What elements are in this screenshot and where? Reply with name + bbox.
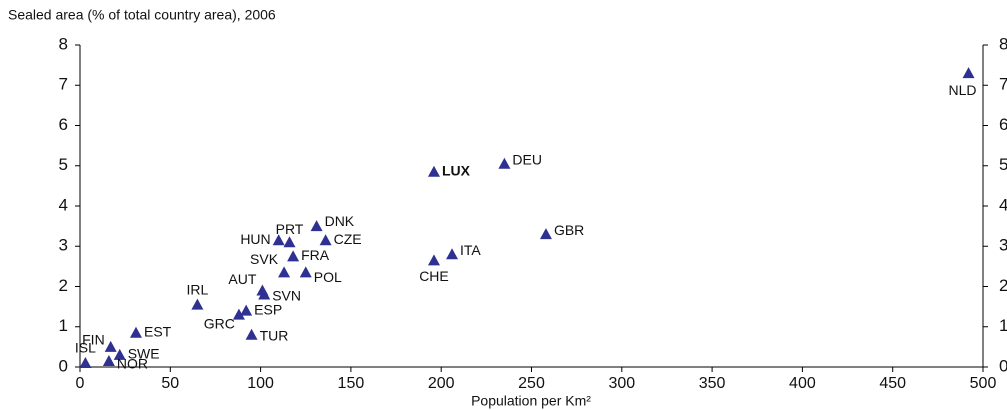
y-tick-label: 6 — [59, 115, 68, 134]
marker — [102, 354, 115, 366]
x-axis-label: Population per Km² — [471, 393, 591, 409]
marker — [283, 236, 296, 248]
x-tick-label: 400 — [789, 375, 816, 392]
marker — [232, 308, 245, 320]
point-label: PRT — [276, 221, 304, 237]
marker — [258, 288, 271, 300]
point-label: SVK — [250, 251, 279, 267]
point-label: LUX — [442, 162, 471, 178]
marker — [79, 356, 92, 368]
y2-tick-label: 4 — [999, 195, 1007, 214]
y2-tick-label: 8 — [999, 34, 1007, 53]
marker — [498, 157, 511, 169]
y2-tick-label: 3 — [999, 236, 1007, 255]
point-label: NLD — [949, 82, 977, 98]
x-tick-label: 450 — [879, 375, 906, 392]
marker — [272, 234, 285, 246]
x-tick-label: 500 — [970, 375, 997, 392]
point-label: IRL — [186, 281, 208, 297]
x-tick-label: 150 — [338, 375, 365, 392]
point-label: EST — [144, 323, 172, 339]
marker — [104, 340, 117, 352]
marker — [299, 266, 312, 278]
point-label: AUT — [228, 271, 256, 287]
y2-tick-label: 6 — [999, 115, 1007, 134]
y2-tick-label: 0 — [999, 356, 1007, 375]
x-tick-label: 250 — [518, 375, 545, 392]
marker — [287, 250, 300, 262]
y-tick-label: 1 — [59, 316, 68, 335]
point-label: FRA — [301, 247, 330, 263]
marker — [278, 266, 291, 278]
y-tick-label: 7 — [59, 75, 68, 94]
point-label: SVN — [272, 287, 301, 303]
marker — [129, 326, 142, 338]
y-tick-label: 3 — [59, 236, 68, 255]
point-label: CHE — [419, 268, 449, 284]
marker — [240, 304, 253, 316]
point-label: CZE — [334, 231, 362, 247]
point-label: ESP — [254, 301, 282, 317]
marker — [539, 228, 552, 240]
point-label: DEU — [512, 151, 542, 167]
marker — [446, 248, 459, 260]
marker — [427, 165, 440, 177]
point-label: TUR — [260, 328, 289, 344]
marker — [310, 220, 323, 232]
y2-tick-label: 5 — [999, 155, 1007, 174]
point-label: DNK — [325, 213, 355, 229]
marker — [113, 348, 126, 360]
marker — [245, 328, 258, 340]
y2-tick-label: 2 — [999, 276, 1007, 295]
point-label: SWE — [128, 346, 160, 362]
point-label: GRC — [204, 315, 235, 331]
x-tick-label: 200 — [428, 375, 455, 392]
y-tick-label: 2 — [59, 276, 68, 295]
x-tick-label: 350 — [699, 375, 726, 392]
chart-subtitle: Sealed area (% of total country area), 2… — [8, 7, 276, 23]
marker — [962, 67, 975, 79]
point-label: GBR — [554, 222, 584, 238]
point-label: ITA — [460, 242, 481, 258]
y-tick-label: 4 — [59, 195, 68, 214]
y2-tick-label: 1 — [999, 316, 1007, 335]
point-label: HUN — [240, 231, 270, 247]
marker — [319, 234, 332, 246]
y-tick-label: 8 — [59, 34, 68, 53]
point-label: POL — [314, 269, 342, 285]
x-tick-label: 0 — [76, 375, 85, 392]
x-tick-label: 50 — [161, 375, 179, 392]
marker — [427, 254, 440, 266]
point-label: FIN — [82, 332, 105, 348]
y-tick-label: 5 — [59, 155, 68, 174]
point-label: ISL — [75, 340, 96, 356]
point-label: NOR — [117, 356, 148, 372]
y2-tick-label: 7 — [999, 75, 1007, 94]
marker — [191, 298, 204, 310]
x-tick-label: 300 — [608, 375, 635, 392]
x-tick-label: 100 — [247, 375, 274, 392]
y-tick-label: 0 — [59, 356, 68, 375]
